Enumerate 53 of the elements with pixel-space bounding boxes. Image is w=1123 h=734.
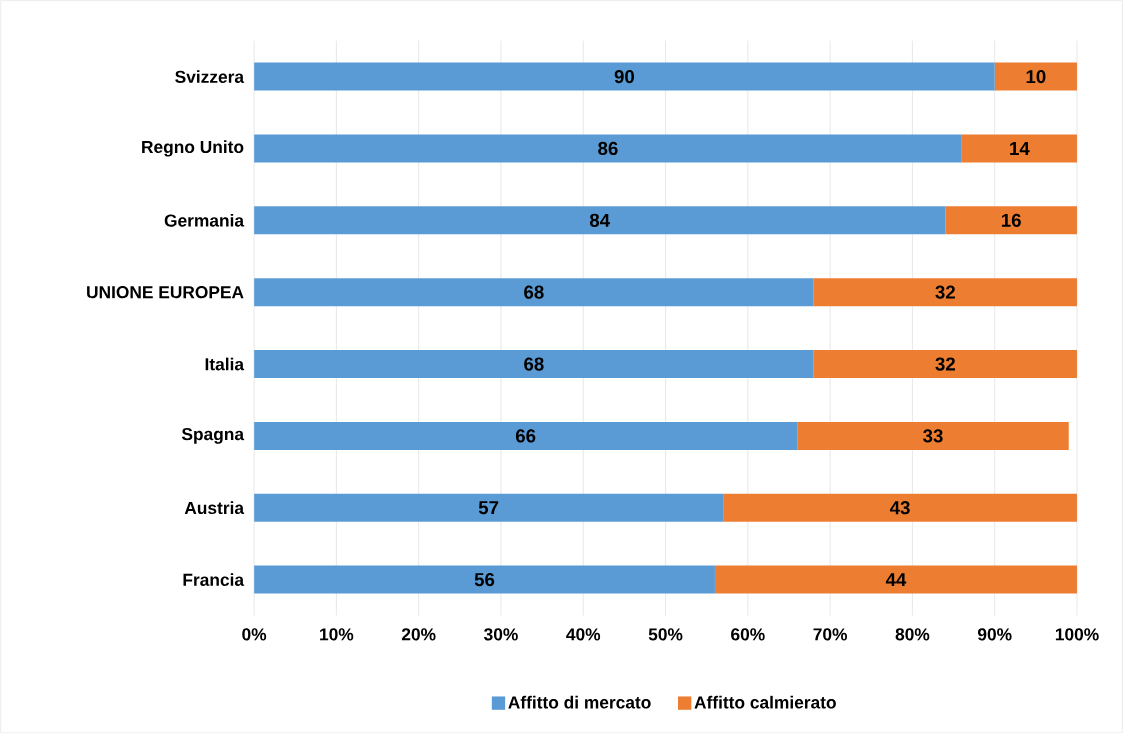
bar: [797, 422, 1069, 451]
y-tick-label: Italia: [205, 357, 245, 371]
data-label: 90: [614, 70, 635, 84]
y-tick-label: Svizzera: [175, 70, 245, 84]
legend-label: Affitto calmierato: [694, 696, 836, 709]
x-tick-label: 30%: [484, 628, 518, 641]
bar: [254, 134, 962, 163]
y-tick-label: Austria: [184, 501, 245, 515]
data-label: 14: [1010, 142, 1030, 156]
data-label: 33: [923, 429, 943, 443]
data-label: 86: [598, 142, 618, 156]
y-tick-label: Francia: [183, 573, 245, 587]
data-label: 56: [474, 573, 495, 587]
x-tick-label: 10%: [320, 628, 354, 641]
y-tick-label: Germania: [164, 214, 245, 227]
y-tick-label: UNIONE EUROPEA: [87, 286, 244, 299]
x-tick-label: 90%: [977, 628, 1012, 641]
y-tick-label: Spagna: [181, 428, 245, 444]
data-label: 32: [935, 285, 955, 300]
y-tick-label: Regno Unito: [142, 140, 244, 157]
bar: [254, 206, 946, 235]
x-tick-label: 40%: [566, 628, 601, 641]
bar: [723, 493, 1077, 522]
bar: [254, 278, 814, 307]
bar: [254, 565, 715, 594]
data-label: 16: [1001, 213, 1021, 228]
x-tick-label: 80%: [895, 628, 930, 641]
data-label: 44: [885, 573, 907, 587]
data-label: 57: [478, 501, 499, 515]
data-label: 84: [589, 213, 610, 228]
bar: [254, 493, 724, 522]
x-tick-label: 50%: [648, 628, 683, 641]
x-tick-label: 0%: [242, 628, 267, 641]
data-label: 32: [935, 357, 955, 371]
bar: [961, 134, 1077, 163]
bar: [813, 350, 1077, 379]
bar: [254, 62, 995, 91]
bar: [813, 278, 1077, 307]
bar: [254, 350, 814, 379]
bar: [254, 422, 798, 451]
x-tick-label: 100%: [1055, 628, 1099, 641]
x-tick-label: 60%: [731, 628, 765, 641]
legend-label: Affitto di mercato: [508, 696, 651, 709]
bar: [945, 206, 1077, 235]
data-label: 66: [515, 429, 536, 443]
data-label: 68: [524, 357, 544, 371]
data-label: 68: [524, 285, 544, 300]
bar: [714, 565, 1077, 594]
data-label: 10: [1026, 70, 1046, 84]
x-tick-label: 70%: [813, 628, 848, 641]
data-label: 43: [889, 501, 910, 515]
x-tick-label: 20%: [401, 628, 436, 641]
bar: [994, 62, 1077, 91]
